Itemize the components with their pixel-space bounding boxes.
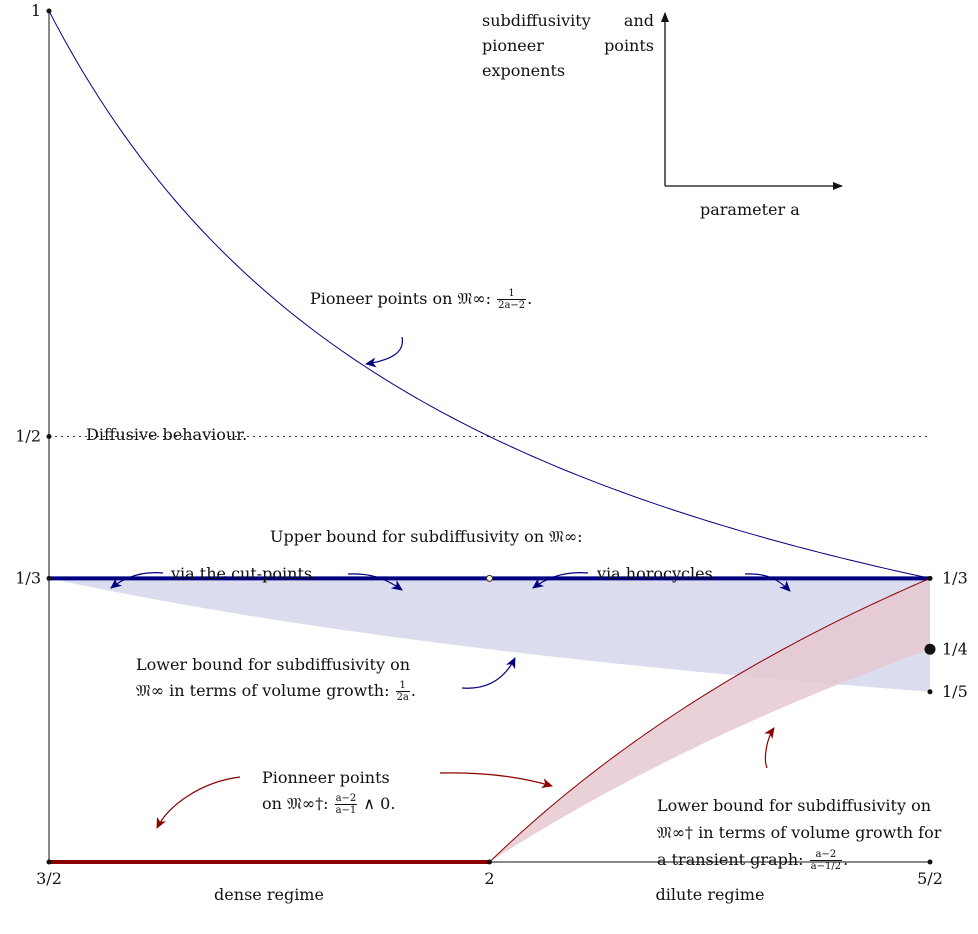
horocycles-annotation: via horocycles. — [597, 564, 718, 583]
y-tick-label-right: 1/4 — [942, 639, 968, 658]
lower-bound-dagger-annotation: Lower bound for subdiffusivity on 𝔐∞† in… — [657, 796, 942, 872]
y-tick-dot — [46, 8, 52, 14]
arrow-pioneer — [365, 336, 403, 368]
marked-point — [486, 574, 493, 582]
pioneer-annotation: Pioneer points on 𝔐∞: 1 2a−2. — [310, 288, 533, 311]
y-tick-dot — [46, 434, 52, 439]
dilute-regime-label: dilute regime — [656, 885, 765, 904]
arrow-horo-left — [532, 572, 589, 589]
arrow-cut-right — [347, 573, 403, 591]
dense-regime-label: dense regime — [214, 885, 324, 904]
y-tick-dot — [46, 575, 52, 581]
right-tick-dot — [927, 575, 933, 581]
cut-points-annotation: via the cut-points. — [171, 564, 318, 583]
lower-bound-annotation: Lower bound for subdiffusivity on 𝔐∞ in … — [136, 655, 416, 703]
y-tick-label: 1/3 — [15, 568, 41, 587]
x-tick-label: 5/2 — [917, 869, 943, 888]
arrow-horo-right — [744, 573, 791, 592]
y-tick-label: 1/2 — [15, 427, 41, 446]
y-tick-label-right: 1/5 — [942, 682, 968, 701]
y-tick-label: 1 — [31, 1, 41, 20]
upper-bound-annotation: Upper bound for subdiffusivity on 𝔐∞: — [270, 527, 583, 546]
pioneer-curve — [48, 10, 931, 579]
x-tick-dot — [487, 859, 492, 865]
lower-bound-region-m-dagger — [489, 578, 930, 862]
pionneer-fraction: a−2 a−1 — [334, 793, 358, 816]
marked-point — [927, 689, 933, 695]
pionneer-annotation: Pionneer points on 𝔐∞†: a−2 a−1 ∧ 0. — [262, 768, 396, 816]
corner-ylabel: subdiffusivity and pioneer points expone… — [482, 11, 654, 80]
arrow-pionneer-left — [156, 776, 241, 829]
pioneer-fraction: 1 2a−2 — [497, 288, 527, 311]
diffusive-label: Diffusive behaviour. — [86, 425, 247, 444]
marked-point — [924, 643, 936, 655]
arrow-lower1 — [461, 657, 516, 689]
x-tick-dot — [927, 859, 933, 865]
x-tick-label: 2 — [484, 869, 494, 888]
x-tick-label: 3/2 — [36, 869, 62, 888]
arrow-cut-left — [110, 572, 164, 589]
lower2-fraction: a−2 a−1/2 — [809, 849, 843, 872]
pioneer-dagger-curve — [489, 577, 931, 863]
x-tick-dot — [46, 859, 52, 865]
corner-xlabel: parameter a — [700, 200, 800, 219]
y-tick-label-right: 1/3 — [942, 568, 968, 587]
arrow-lower2 — [764, 727, 775, 769]
lower1-fraction: 1 2a — [395, 680, 410, 703]
lower-bound-region-m-inf — [49, 578, 930, 692]
arrow-pionneer-right — [439, 772, 553, 788]
